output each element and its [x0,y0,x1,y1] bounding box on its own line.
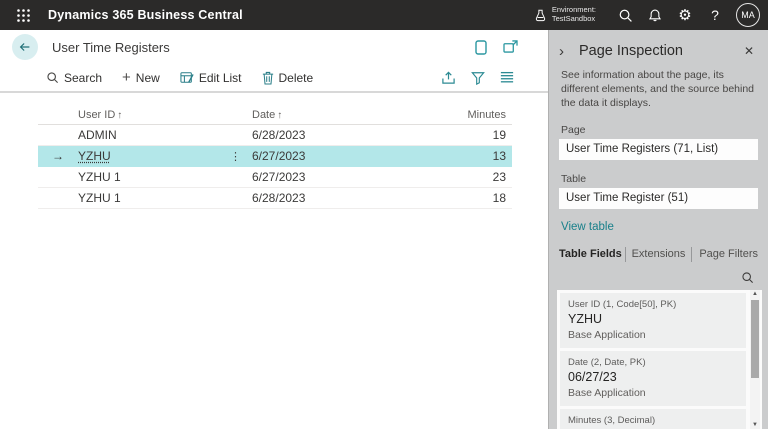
plus-icon: + [122,69,131,86]
help-icon[interactable]: ? [711,7,719,23]
app-launcher-icon[interactable] [10,4,36,26]
cell-minutes: 19 [492,128,506,142]
close-panel-icon[interactable]: ✕ [743,44,754,58]
table-field-label: Table [561,172,587,185]
page-field-label: Page [561,123,586,136]
action-toolbar: Search + New Edit List [0,64,548,93]
environment-name: TestSandbox [551,14,596,23]
fields-search-icon[interactable] [741,271,754,284]
cell-minutes: 13 [492,149,506,163]
app-title[interactable]: Dynamics 365 Business Central [48,8,243,22]
cell-user-id[interactable]: YZHU 1 [78,191,121,205]
table-row[interactable]: YZHU 1 6/28/2023 18 [38,188,512,209]
cell-date: 6/28/2023 [252,128,306,142]
page-title: User Time Registers [52,39,170,55]
filter-funnel-icon[interactable] [471,71,485,85]
view-table-link[interactable]: View table [561,220,614,233]
open-in-new-window-icon[interactable] [503,39,518,55]
collapse-panel-chevron-icon[interactable]: › [559,42,564,60]
table-fields-list: User ID (1, Code[50], PK) YZHU Base Appl… [557,289,762,429]
notifications-bell-icon[interactable] [640,0,670,30]
scrollbar-thumb[interactable] [751,299,759,378]
edit-list-button[interactable]: Edit List [180,71,242,85]
environment-label: Environment: [551,5,596,15]
main-content: User Time Registers [0,30,548,429]
field-name: Minutes (3, Decimal) [568,414,656,426]
search-icon [46,71,59,84]
list-options-icon[interactable] [500,71,514,85]
field-name: Date (2, Date, PK) [568,356,646,368]
cell-minutes: 23 [492,170,506,184]
inspection-tabs: Table Fields Extensions Page Filters [559,246,759,262]
edit-list-icon [180,71,194,84]
field-value: YZHU [568,311,603,326]
scroll-down-icon[interactable]: ▼ [752,422,758,428]
page-field-value: User Time Registers (71, List) [559,138,758,160]
search-icon[interactable] [610,0,640,30]
table-header-row: User ID ↑ Date ↑ Minutes [38,105,512,125]
panel-title: Page Inspection [579,43,683,59]
page-inspection-panel: › Page Inspection ✕ See information abou… [548,30,768,429]
user-avatar[interactable]: MA [736,3,760,27]
delete-label: Delete [278,70,314,85]
new-label: New [135,70,160,85]
table-row[interactable]: ADMIN 6/28/2023 19 [38,125,512,146]
environment-indicator[interactable]: Environment: TestSandbox [534,6,596,23]
cell-user-id[interactable]: YZHU 1 [78,170,121,184]
records-table: User ID ↑ Date ↑ Minutes ADMIN 6/28/2023 1… [38,105,512,209]
field-source: Base Application [568,328,646,341]
cell-date: 6/27/2023 [252,170,306,184]
tab-extensions[interactable]: Extensions [631,248,686,261]
panel-description: See information about the page, its diff… [561,69,755,110]
cell-minutes: 18 [492,191,506,205]
settings-gear-icon[interactable]: ⚙ [678,6,692,24]
table-row-selected[interactable]: → YZHU ⋮ 6/27/2023 13 [38,146,512,167]
back-button[interactable] [12,34,38,60]
delete-button[interactable]: Delete [262,70,314,85]
cell-date: 6/27/2023 [252,149,306,163]
fields-scrollbar[interactable]: ▲ ▼ [750,289,760,429]
field-card[interactable]: Minutes (3, Decimal) 13 Base Application [560,408,746,429]
tab-page-filters[interactable]: Page Filters [699,248,759,261]
cell-date: 6/28/2023 [252,191,306,205]
sort-ascending-icon: ↑ [117,109,123,121]
scroll-up-icon[interactable]: ▲ [752,290,758,297]
field-card[interactable]: Date (2, Date, PK) 06/27/23 Base Applica… [560,350,746,406]
column-header-minutes[interactable]: Minutes [467,108,506,121]
bookmark-icon[interactable] [475,39,487,55]
field-value: 06/27/23 [568,369,617,384]
trash-icon [262,71,274,85]
cell-user-id[interactable]: YZHU [78,149,111,163]
share-icon[interactable] [441,71,456,85]
top-bar: Dynamics 365 Business Central Environmen… [0,0,768,30]
field-card[interactable]: User ID (1, Code[50], PK) YZHU Base Appl… [560,292,746,348]
field-value: 13 [568,427,738,429]
search-label: Search [64,70,103,85]
table-row[interactable]: YZHU 1 6/27/2023 23 [38,167,512,188]
search-button[interactable]: Search [46,71,102,85]
field-name: User ID (1, Code[50], PK) [568,298,677,310]
new-button[interactable]: + New [122,70,160,85]
column-header-user-id[interactable]: User ID ↑ [78,108,123,121]
environment-icon [534,9,547,22]
field-source: Base Application [568,386,646,399]
tab-table-fields[interactable]: Table Fields [559,248,622,261]
selected-row-arrow-icon: → [52,149,64,163]
cell-user-id[interactable]: ADMIN [78,128,117,142]
sort-ascending-icon: ↑ [277,109,283,121]
table-field-value: User Time Register (51) [559,187,758,209]
column-header-date[interactable]: Date ↑ [252,108,283,121]
row-context-menu-icon[interactable]: ⋮ [230,150,241,163]
edit-list-label: Edit List [198,70,242,85]
page-header-row: User Time Registers [0,30,548,64]
